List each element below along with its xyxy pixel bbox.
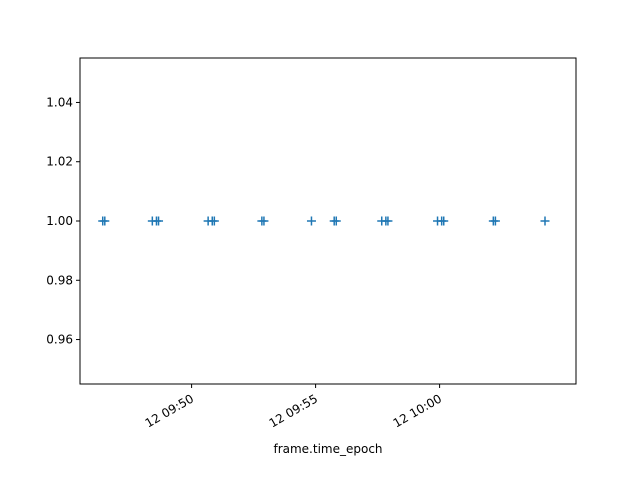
data-point [306,216,316,226]
data-point [154,216,164,226]
x-tick-label: 12 09:50 [143,391,196,430]
x-axis-label: frame.time_epoch [273,442,382,456]
y-tick-label: 0.96 [46,333,73,347]
y-tick-label: 1.04 [46,95,73,109]
y-tick-label: 1.00 [46,214,73,228]
y-axis: 0.96 0.98 1.00 1.02 1.04 [46,95,80,347]
data-point [331,216,341,226]
data-point [100,216,110,226]
y-tick-label: 0.98 [46,273,73,287]
data-point [540,216,550,226]
data-point [209,216,219,226]
data-point [439,216,449,226]
y-tick-label: 1.02 [46,155,73,169]
data-point [490,216,500,226]
x-axis: 12 09:50 12 09:55 12 10:00 [143,384,444,430]
x-tick-label: 12 10:00 [391,391,444,430]
points-layer [98,216,550,226]
x-tick-label: 12 09:55 [267,391,320,430]
data-point [383,216,393,226]
data-point [259,216,269,226]
